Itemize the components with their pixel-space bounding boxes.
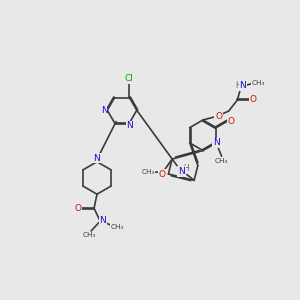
Text: N: N <box>178 167 185 176</box>
Text: N: N <box>100 216 106 225</box>
Text: H: H <box>235 81 241 90</box>
Text: N: N <box>239 81 246 90</box>
Text: H: H <box>183 164 189 173</box>
Text: O: O <box>215 112 222 121</box>
Text: N: N <box>101 106 108 115</box>
Text: CH₃: CH₃ <box>142 169 155 175</box>
Text: CH₃: CH₃ <box>252 80 265 86</box>
Text: Cl: Cl <box>125 74 134 83</box>
Text: CH₃: CH₃ <box>215 158 228 164</box>
Text: N: N <box>213 138 220 147</box>
Text: N: N <box>94 154 100 163</box>
Text: O: O <box>75 204 82 213</box>
Text: O: O <box>250 95 257 104</box>
Text: O: O <box>227 117 235 126</box>
Text: CH₃: CH₃ <box>111 224 124 230</box>
Text: O: O <box>159 170 166 179</box>
Text: CH₃: CH₃ <box>83 232 96 238</box>
Text: N: N <box>127 122 134 130</box>
